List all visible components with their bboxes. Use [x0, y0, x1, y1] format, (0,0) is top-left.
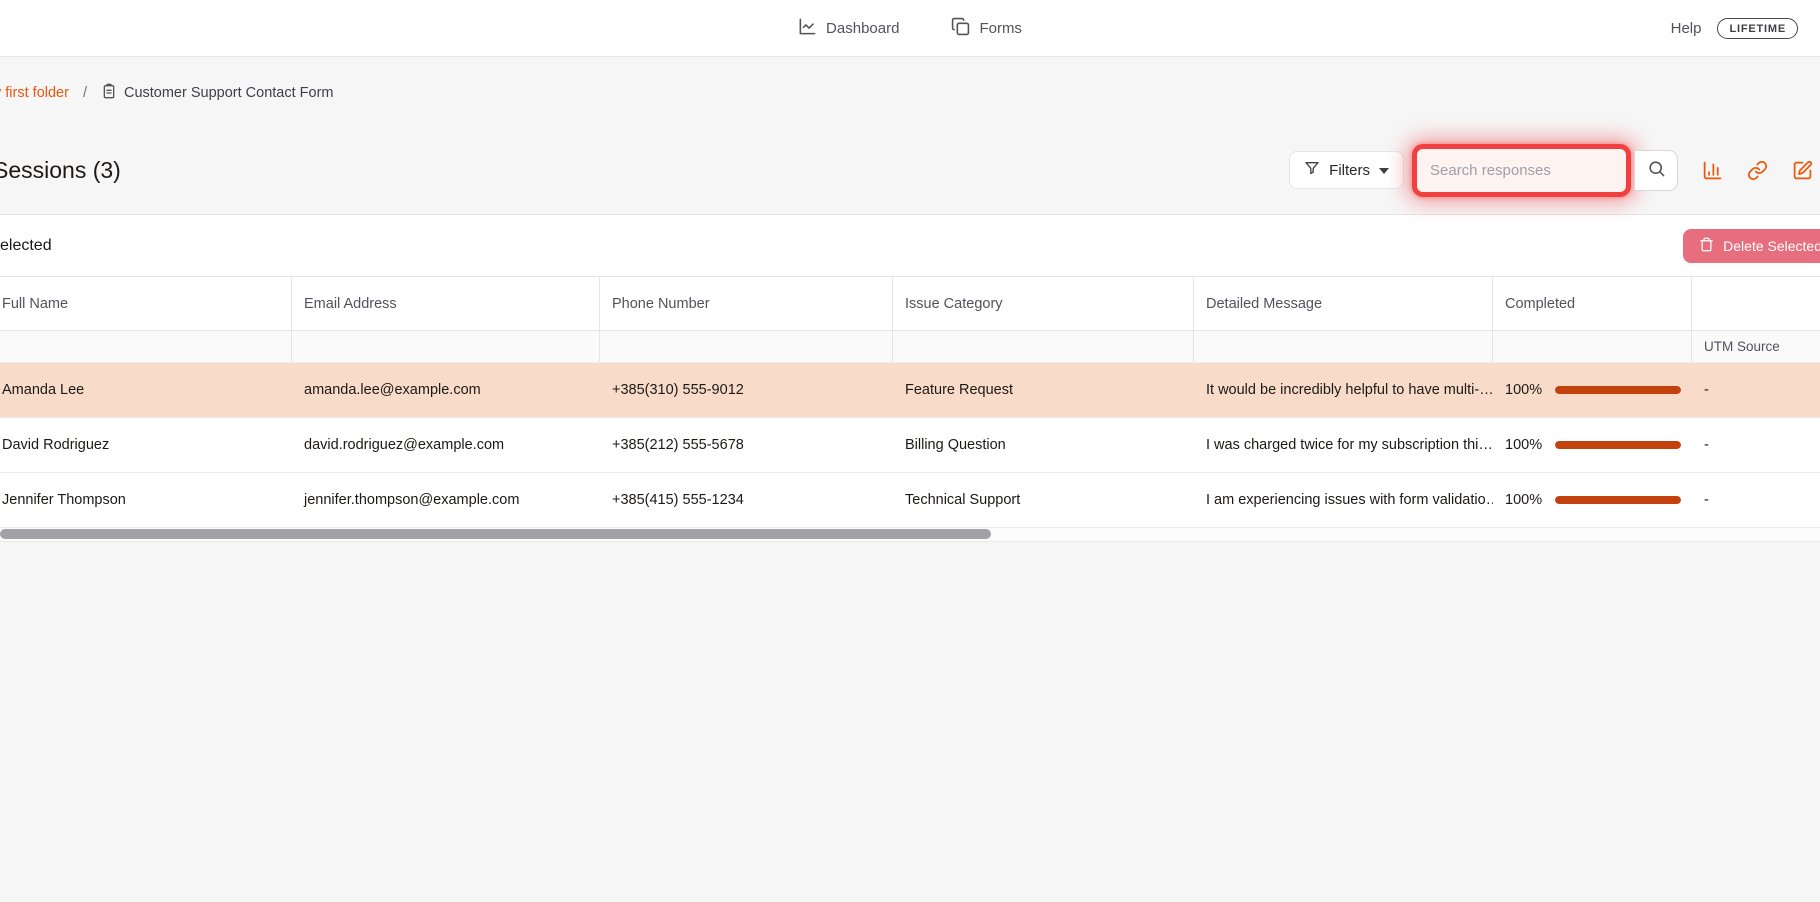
table-row[interactable]: Amanda Lee amanda.lee@example.com +385(3… [0, 363, 1820, 418]
completed-percent: 100% [1505, 492, 1543, 508]
progress-bar [1555, 441, 1682, 449]
cell-completed: 100% [1493, 418, 1692, 472]
nav-dashboard-label: Dashboard [826, 19, 900, 37]
copy-stack-icon [951, 17, 970, 40]
sessions-card: elected Delete Selected Full Name Email … [0, 214, 1820, 542]
table-header-row: Full Name Email Address Phone Number Iss… [0, 277, 1820, 331]
cell-full-name: David Rodriguez [2, 437, 110, 453]
line-chart-icon [798, 17, 817, 40]
column-header-completed[interactable]: Completed [1493, 277, 1692, 330]
selection-bar: elected Delete Selected [0, 215, 1820, 277]
nav-forms-label: Forms [979, 19, 1022, 37]
cell-phone: +385(415) 555-1234 [612, 492, 744, 508]
cell-phone: +385(310) 555-9012 [612, 382, 744, 398]
cell-phone: +385(212) 555-5678 [612, 437, 744, 453]
table-subheader-row: UTM Source [0, 331, 1820, 363]
filters-button[interactable]: Filters [1289, 151, 1404, 189]
top-nav: Dashboard Forms Help LIFETIME [0, 0, 1820, 57]
column-header-message[interactable]: Detailed Message [1194, 277, 1493, 330]
breadcrumb: y first folder / Customer Support Contac… [0, 80, 1820, 106]
cell-full-name: Jennifer Thompson [2, 492, 126, 508]
bar-chart-icon[interactable] [1702, 160, 1723, 181]
clipboard-icon [101, 83, 117, 103]
page-title: Sessions (3) [0, 156, 121, 183]
column-header-full-name[interactable]: Full Name [0, 277, 292, 330]
subheader-spacer [1493, 331, 1692, 362]
table-row[interactable]: Jennifer Thompson jennifer.thompson@exam… [0, 473, 1820, 528]
cell-email: amanda.lee@example.com [304, 382, 481, 398]
subheader-spacer [600, 331, 893, 362]
horizontal-scrollbar-track[interactable] [0, 528, 1820, 541]
plan-badge: LIFETIME [1717, 18, 1798, 39]
completed-percent: 100% [1505, 382, 1543, 398]
nav-center: Dashboard Forms [798, 17, 1022, 40]
toolbar-controls: Filters [1289, 143, 1813, 197]
column-header-email[interactable]: Email Address [292, 277, 600, 330]
horizontal-scrollbar-thumb[interactable] [0, 529, 991, 539]
breadcrumb-form-label: Customer Support Contact Form [123, 85, 334, 101]
cell-completed: 100% [1493, 363, 1692, 417]
funnel-icon [1304, 160, 1320, 180]
subheader-spacer [1194, 331, 1493, 362]
search-input[interactable] [1417, 148, 1626, 192]
column-header-extra [1692, 277, 1820, 330]
subheader-spacer [893, 331, 1194, 362]
cell-issue: Feature Request [905, 382, 1014, 398]
cell-email: david.rodriguez@example.com [304, 437, 505, 453]
column-header-utm-source[interactable]: UTM Source [1704, 339, 1780, 354]
cell-issue: Technical Support [905, 492, 1021, 508]
breadcrumb-separator: / [82, 85, 87, 101]
filters-label: Filters [1329, 161, 1370, 179]
cell-message: It would be incredibly helpful to have m… [1206, 382, 1493, 398]
cell-completed: 100% [1493, 473, 1692, 527]
selected-count-label: elected [0, 236, 52, 254]
search-highlight-annotation [1412, 143, 1631, 197]
table-row[interactable]: David Rodriguez david.rodriguez@example.… [0, 418, 1820, 473]
cell-utm-source: - [1704, 492, 1709, 508]
column-header-phone[interactable]: Phone Number [600, 277, 893, 330]
nav-right: Help LIFETIME [1671, 0, 1798, 57]
progress-bar [1555, 386, 1682, 394]
magnifier-icon [1647, 159, 1666, 181]
breadcrumb-form[interactable]: Customer Support Contact Form [101, 83, 334, 103]
cell-issue: Billing Question [905, 437, 1006, 453]
cell-utm-source: - [1704, 382, 1709, 398]
breadcrumb-folder-link[interactable]: y first folder [0, 85, 69, 101]
subheader-spacer [292, 331, 600, 362]
tool-icons [1702, 160, 1813, 181]
progress-bar [1555, 496, 1682, 504]
delete-selected-label: Delete Selected [1723, 237, 1820, 254]
cell-email: jennifer.thompson@example.com [304, 492, 520, 508]
search-button[interactable] [1634, 149, 1678, 191]
delete-selected-button[interactable]: Delete Selected [1683, 228, 1820, 263]
completed-percent: 100% [1505, 437, 1543, 453]
cell-full-name: Amanda Lee [2, 382, 85, 398]
chevron-down-icon [1379, 168, 1389, 174]
nav-item-dashboard[interactable]: Dashboard [798, 17, 899, 40]
trash-icon [1699, 237, 1714, 255]
square-pen-icon[interactable] [1792, 160, 1813, 181]
cell-message: I am experiencing issues with form valid… [1206, 492, 1493, 508]
column-header-issue[interactable]: Issue Category [893, 277, 1194, 330]
cell-utm-source: - [1704, 437, 1709, 453]
link-icon[interactable] [1747, 160, 1768, 181]
help-link[interactable]: Help [1670, 20, 1702, 37]
subheader-spacer [0, 331, 292, 362]
nav-item-forms[interactable]: Forms [951, 17, 1022, 40]
cell-message: I was charged twice for my subscription … [1206, 437, 1493, 453]
toolbar: Sessions (3) Filters [0, 142, 1820, 198]
